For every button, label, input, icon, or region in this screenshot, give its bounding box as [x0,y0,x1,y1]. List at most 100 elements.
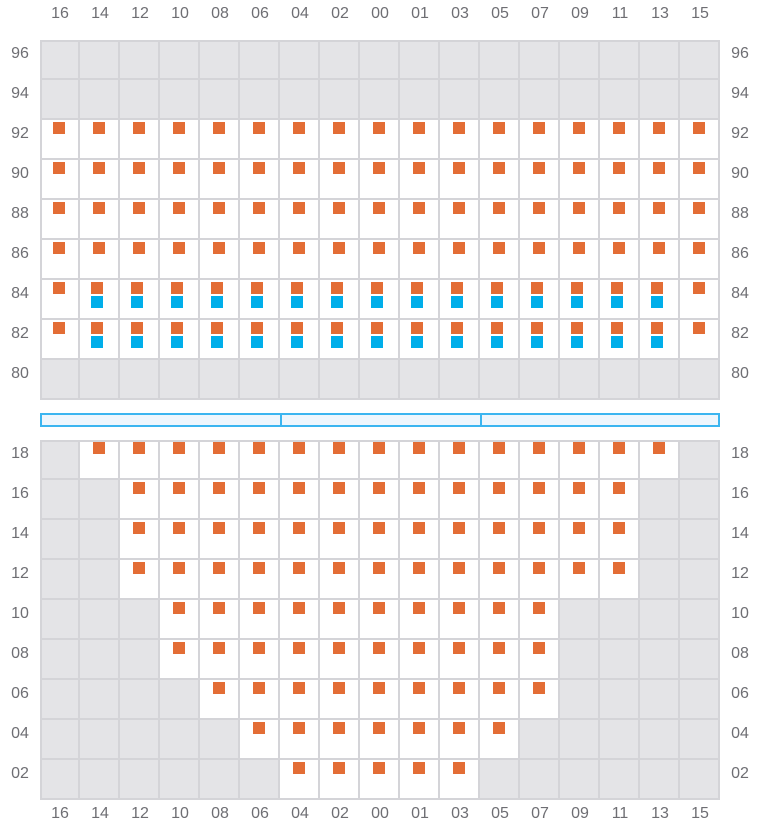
slot[interactable] [360,520,400,560]
slot[interactable] [360,480,400,520]
slot[interactable] [160,440,200,480]
slot[interactable] [560,560,600,600]
slot[interactable] [40,280,80,320]
slot[interactable] [440,560,480,600]
slot[interactable] [200,440,240,480]
slot[interactable] [480,280,520,320]
slot[interactable] [320,160,360,200]
slot[interactable] [160,240,200,280]
slot[interactable] [320,120,360,160]
slot[interactable] [160,320,200,360]
slot[interactable] [120,280,160,320]
slot[interactable] [240,720,280,760]
slot[interactable] [560,480,600,520]
slot[interactable] [520,240,560,280]
slot[interactable] [680,280,720,320]
slot[interactable] [80,120,120,160]
slot[interactable] [400,440,440,480]
slot[interactable] [160,520,200,560]
slot[interactable] [440,480,480,520]
slot[interactable] [480,240,520,280]
slot[interactable] [80,160,120,200]
slot[interactable] [240,280,280,320]
slot[interactable] [400,320,440,360]
slot[interactable] [240,120,280,160]
slot[interactable] [360,640,400,680]
slot[interactable] [80,280,120,320]
slot[interactable] [40,160,80,200]
slot[interactable] [400,680,440,720]
slot[interactable] [280,200,320,240]
slot[interactable] [400,120,440,160]
slot[interactable] [520,680,560,720]
slot[interactable] [280,120,320,160]
slot[interactable] [360,320,400,360]
slot[interactable] [160,480,200,520]
slot[interactable] [280,520,320,560]
slot[interactable] [120,440,160,480]
slot[interactable] [600,280,640,320]
slot[interactable] [560,120,600,160]
slot[interactable] [680,120,720,160]
slot[interactable] [640,200,680,240]
slot[interactable] [80,240,120,280]
slot[interactable] [160,560,200,600]
slot[interactable] [640,120,680,160]
slot[interactable] [480,680,520,720]
slot[interactable] [440,600,480,640]
slot[interactable] [240,680,280,720]
slot[interactable] [240,160,280,200]
slot[interactable] [520,160,560,200]
slot[interactable] [600,120,640,160]
slot[interactable] [360,120,400,160]
slot[interactable] [120,320,160,360]
slot[interactable] [480,440,520,480]
slot[interactable] [200,640,240,680]
slot[interactable] [320,760,360,800]
slot[interactable] [520,280,560,320]
slot[interactable] [480,520,520,560]
slot[interactable] [560,280,600,320]
slot[interactable] [600,520,640,560]
slot[interactable] [400,240,440,280]
slot[interactable] [280,480,320,520]
slot[interactable] [240,240,280,280]
slot[interactable] [120,160,160,200]
slot[interactable] [280,160,320,200]
slot[interactable] [320,720,360,760]
slot[interactable] [40,320,80,360]
slot[interactable] [640,280,680,320]
slot[interactable] [400,280,440,320]
slot[interactable] [400,560,440,600]
slot[interactable] [640,160,680,200]
slot[interactable] [680,160,720,200]
slot[interactable] [480,560,520,600]
slot[interactable] [240,600,280,640]
slot[interactable] [280,680,320,720]
slot[interactable] [640,240,680,280]
slot[interactable] [120,240,160,280]
slot[interactable] [320,440,360,480]
slot[interactable] [480,640,520,680]
slot[interactable] [600,560,640,600]
slot[interactable] [80,320,120,360]
slot[interactable] [240,440,280,480]
slot[interactable] [200,160,240,200]
slot[interactable] [560,520,600,560]
slot[interactable] [320,280,360,320]
slot[interactable] [40,120,80,160]
slot[interactable] [120,200,160,240]
slot[interactable] [200,520,240,560]
slot[interactable] [200,200,240,240]
slot[interactable] [560,440,600,480]
slot[interactable] [280,560,320,600]
slot[interactable] [360,680,400,720]
slot[interactable] [680,200,720,240]
slot[interactable] [480,120,520,160]
slot[interactable] [400,160,440,200]
slot[interactable] [160,200,200,240]
slot[interactable] [160,120,200,160]
slot[interactable] [240,520,280,560]
slot[interactable] [120,120,160,160]
slot[interactable] [360,280,400,320]
